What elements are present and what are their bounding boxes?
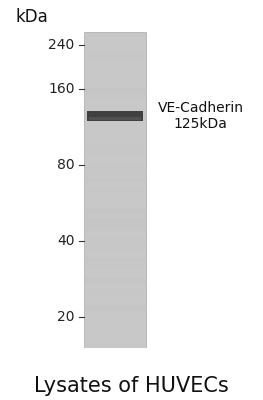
Bar [84, 338, 146, 344]
Bar [84, 157, 146, 162]
Bar [84, 145, 146, 151]
Bar [84, 36, 146, 42]
Bar [84, 290, 146, 296]
Bar [84, 94, 146, 100]
Bar [84, 87, 146, 92]
Bar [84, 112, 146, 118]
Bar [84, 240, 146, 246]
Text: Lysates of HUVECs: Lysates of HUVECs [34, 376, 229, 396]
Bar [84, 213, 146, 218]
Bar [84, 288, 146, 293]
Bar [84, 237, 146, 242]
Bar [89, 117, 141, 120]
Bar [84, 336, 146, 342]
Bar [84, 211, 146, 216]
Bar [84, 305, 146, 310]
Bar [84, 35, 146, 40]
Bar [84, 211, 146, 216]
Bar [84, 32, 146, 348]
Text: 20: 20 [57, 310, 75, 324]
Text: kDa: kDa [16, 8, 48, 26]
Bar [84, 240, 146, 245]
Bar [84, 67, 146, 73]
Bar [87, 112, 143, 121]
Bar [84, 187, 146, 192]
Bar [84, 278, 146, 284]
Bar [84, 215, 146, 220]
Bar [84, 151, 146, 156]
Bar [84, 258, 146, 263]
Bar [84, 312, 146, 318]
Bar [84, 208, 146, 213]
Bar [84, 251, 146, 256]
Bar [84, 149, 146, 155]
Text: 160: 160 [48, 82, 75, 96]
Text: VE-Cadherin
125kDa: VE-Cadherin 125kDa [158, 101, 244, 131]
Bar [84, 99, 146, 104]
Bar [84, 285, 146, 290]
Text: 40: 40 [57, 234, 75, 248]
Text: 240: 240 [48, 38, 75, 52]
Bar [84, 88, 146, 93]
Bar [84, 338, 146, 344]
Bar [84, 165, 146, 170]
Bar [84, 246, 146, 252]
Bar [84, 51, 146, 57]
Bar [84, 308, 146, 313]
Bar [84, 32, 146, 37]
Bar [84, 118, 146, 123]
Bar [84, 293, 146, 299]
Bar [84, 264, 146, 269]
Bar [84, 70, 146, 75]
Bar [84, 333, 146, 338]
Text: 80: 80 [57, 158, 75, 172]
Bar [84, 114, 146, 120]
Bar [84, 304, 146, 310]
Bar [84, 331, 146, 336]
Bar [84, 46, 146, 52]
Bar [84, 178, 146, 184]
Bar [84, 224, 146, 230]
Bar [84, 38, 146, 44]
Bar [84, 256, 146, 261]
Bar [84, 50, 146, 55]
Bar [84, 270, 146, 275]
Bar [84, 56, 146, 62]
Bar [84, 340, 146, 346]
Bar [84, 133, 146, 139]
Bar [84, 171, 146, 176]
Bar [84, 218, 146, 223]
Bar [84, 277, 146, 282]
Bar [84, 96, 146, 102]
Bar [84, 220, 146, 225]
